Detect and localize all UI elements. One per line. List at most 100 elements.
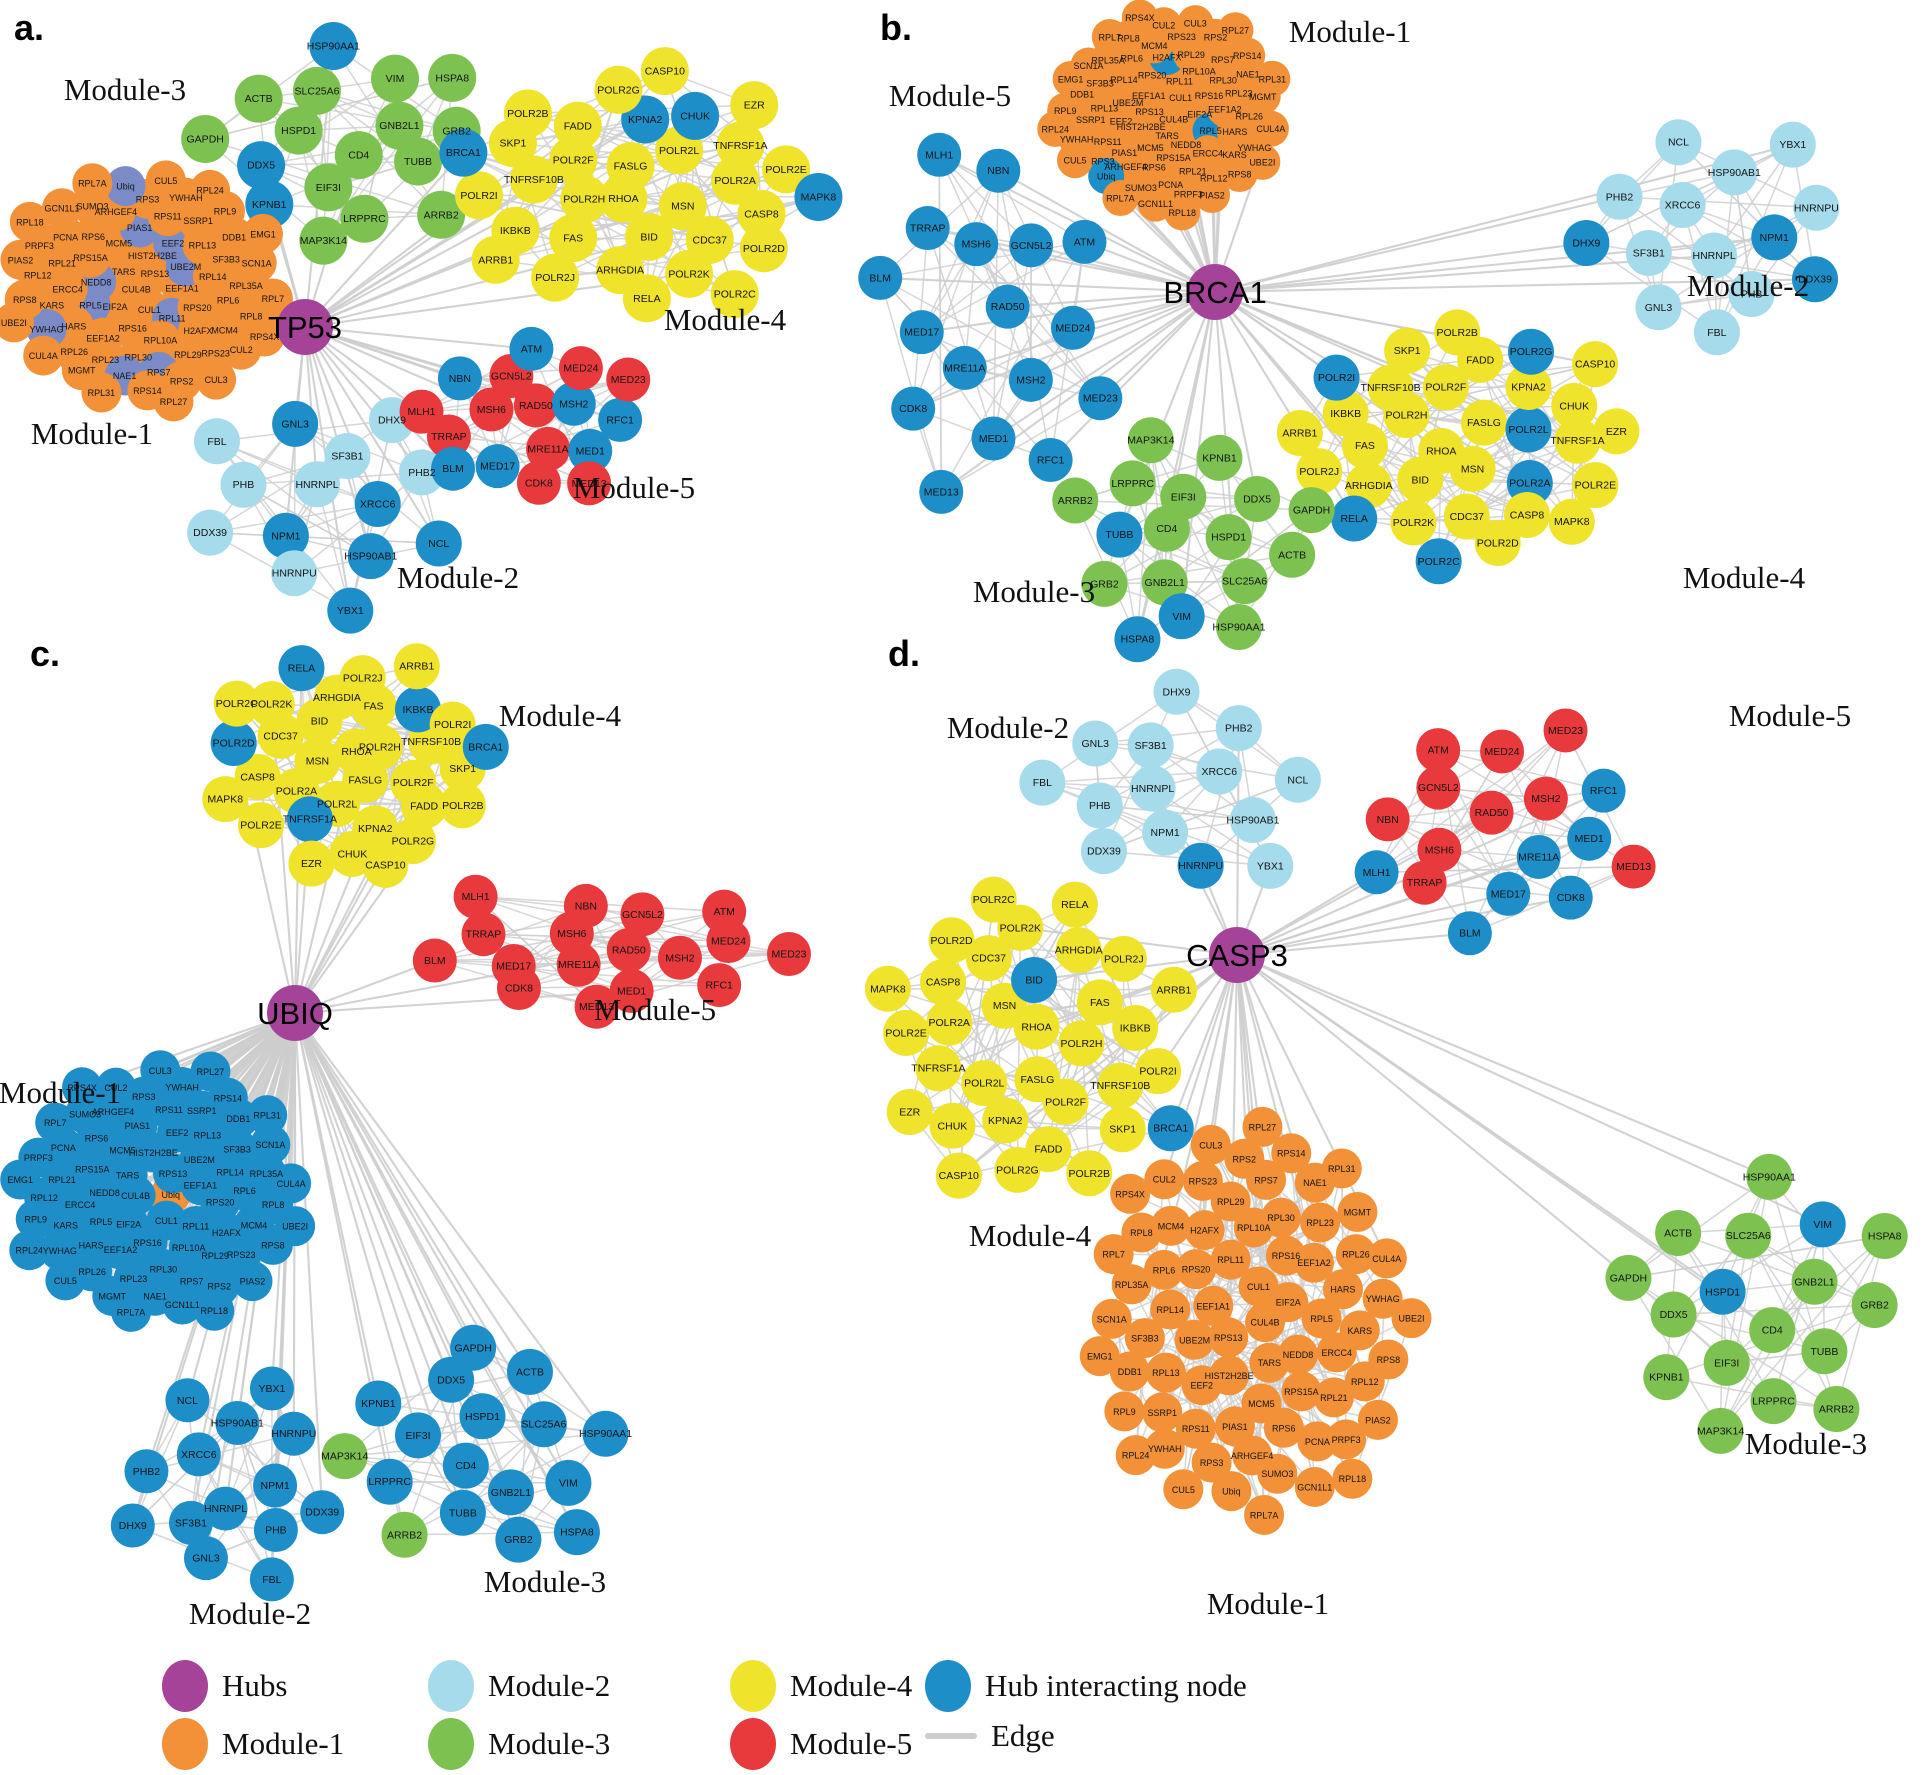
node-XRCC6[interactable]	[1196, 748, 1243, 795]
node-RFC1[interactable]	[1581, 768, 1626, 813]
node-MED17[interactable]	[475, 444, 520, 489]
node-GNB2L1[interactable]	[1791, 1258, 1838, 1305]
node-UBE2I[interactable]	[275, 1206, 316, 1247]
node-MAP3K14[interactable]	[299, 216, 348, 265]
node-EZR[interactable]	[886, 1088, 933, 1135]
node-HARS[interactable]	[1322, 1269, 1363, 1310]
node-POLR2B[interactable]	[1066, 1150, 1113, 1197]
node-POLR2A[interactable]	[711, 156, 760, 205]
node-MED1[interactable]	[1567, 816, 1612, 861]
node-H2AFX[interactable]	[1184, 1210, 1225, 1251]
node-EMG1[interactable]	[242, 213, 283, 254]
node-LRPPRC[interactable]	[1750, 1378, 1797, 1425]
node-SF3B1[interactable]	[168, 1500, 213, 1545]
node-KPNA2[interactable]	[982, 1097, 1029, 1144]
node-CUL4A[interactable]	[271, 1163, 312, 1204]
node-CUL5[interactable]	[45, 1260, 86, 1301]
node-GRB2[interactable]	[495, 1516, 542, 1563]
node-POLR2K[interactable]	[248, 681, 295, 728]
node-DHX9[interactable]	[110, 1503, 155, 1548]
node-CASP10[interactable]	[935, 1152, 982, 1199]
node-POLR2A[interactable]	[926, 999, 973, 1046]
node-MED1[interactable]	[609, 968, 654, 1013]
node-HSP90AA1[interactable]	[1215, 604, 1262, 651]
node-POLR2I[interactable]	[455, 171, 504, 220]
node-MED23[interactable]	[766, 932, 811, 977]
node-ARRB1[interactable]	[1150, 966, 1197, 1013]
node-ARRB2[interactable]	[1052, 477, 1099, 524]
node-DHX9[interactable]	[1153, 668, 1200, 715]
node-RELA[interactable]	[278, 645, 325, 692]
node-GAPDH[interactable]	[1605, 1254, 1652, 1301]
node-PHB2[interactable]	[124, 1449, 169, 1494]
hub-node-UBIQ[interactable]	[267, 985, 323, 1041]
node-GNB2L1[interactable]	[487, 1469, 534, 1516]
node-CHUK[interactable]	[671, 91, 720, 140]
node-ATM[interactable]	[702, 889, 747, 934]
node-TUBB[interactable]	[439, 1489, 486, 1536]
node-POLR2E[interactable]	[883, 1009, 930, 1056]
node-DDX39[interactable]	[1792, 256, 1839, 303]
node-RPL24[interactable]	[9, 1230, 50, 1271]
node-PIAS1[interactable]	[1214, 1406, 1255, 1447]
node-UBE2I[interactable]	[1391, 1298, 1432, 1339]
node-CASP10[interactable]	[1572, 341, 1619, 388]
node-GAPDH[interactable]	[1288, 487, 1335, 534]
node-MAP3K14[interactable]	[1127, 417, 1174, 464]
node-EZR[interactable]	[1593, 408, 1640, 455]
node-RPL7[interactable]	[1093, 1234, 1134, 1275]
node-CUL3[interactable]	[1177, 5, 1214, 42]
node-HSP90AB1[interactable]	[347, 533, 394, 580]
node-HSPD1[interactable]	[1205, 514, 1252, 561]
node-HSPA8[interactable]	[1114, 616, 1161, 663]
node-POLR2J[interactable]	[531, 253, 580, 302]
node-DDX39[interactable]	[300, 1490, 345, 1535]
node-RPL13[interactable]	[1145, 1352, 1186, 1393]
node-NEDD8[interactable]	[1278, 1334, 1319, 1375]
node-POLR2D[interactable]	[739, 224, 788, 273]
node-RPS13[interactable]	[1208, 1317, 1249, 1358]
node-POLR2F[interactable]	[1042, 1078, 1089, 1125]
node-BID[interactable]	[1011, 956, 1058, 1003]
node-MLH1[interactable]	[917, 132, 962, 177]
node-MLH1[interactable]	[1354, 850, 1399, 895]
node-POLR2C[interactable]	[1415, 538, 1462, 585]
node-RAD50[interactable]	[1469, 790, 1514, 835]
node-PIAS2[interactable]	[1357, 1399, 1398, 1440]
node-CASP8[interactable]	[737, 189, 786, 238]
node-MAPK8[interactable]	[864, 965, 911, 1012]
node-CHUK[interactable]	[929, 1102, 976, 1149]
node-MSH2[interactable]	[657, 935, 702, 980]
node-BLM[interactable]	[431, 446, 476, 491]
node-CDK8[interactable]	[1548, 875, 1593, 920]
node-MED17[interactable]	[1486, 871, 1531, 916]
node-GAPDH[interactable]	[450, 1324, 497, 1371]
node-LRPPRC[interactable]	[1109, 460, 1156, 507]
node-MSN[interactable]	[981, 982, 1028, 1029]
node-EMG1[interactable]	[1052, 60, 1089, 97]
node-RPL27[interactable]	[153, 381, 194, 422]
node-GCN5L2[interactable]	[1009, 223, 1054, 268]
node-CDK8[interactable]	[891, 386, 936, 431]
node-SF3B1[interactable]	[324, 432, 371, 479]
node-GNL3[interactable]	[272, 400, 319, 447]
node-RPS20[interactable]	[1176, 1249, 1217, 1290]
node-ACTB[interactable]	[1655, 1210, 1702, 1257]
node-MED23[interactable]	[606, 357, 651, 402]
node-HSP90AB1[interactable]	[1711, 149, 1758, 196]
node-MSH2[interactable]	[1008, 357, 1053, 402]
node-MED23[interactable]	[1078, 376, 1123, 421]
node-MED1[interactable]	[971, 416, 1016, 461]
node-FADD[interactable]	[401, 782, 448, 829]
node-HSP90AA1[interactable]	[582, 1410, 629, 1457]
node-CHUK[interactable]	[1551, 382, 1598, 429]
node-MED1[interactable]	[568, 428, 613, 473]
node-HNRNPU[interactable]	[271, 1411, 316, 1456]
node-CUL2[interactable]	[95, 1067, 136, 1108]
node-RPS3[interactable]	[1191, 1442, 1232, 1483]
node-POLR2G[interactable]	[1508, 328, 1555, 375]
node-YWHAG[interactable]	[1362, 1278, 1403, 1319]
node-POLR2I[interactable]	[1135, 1048, 1182, 1095]
node-PIAS2[interactable]	[232, 1261, 273, 1302]
node-NCL[interactable]	[1274, 756, 1321, 803]
